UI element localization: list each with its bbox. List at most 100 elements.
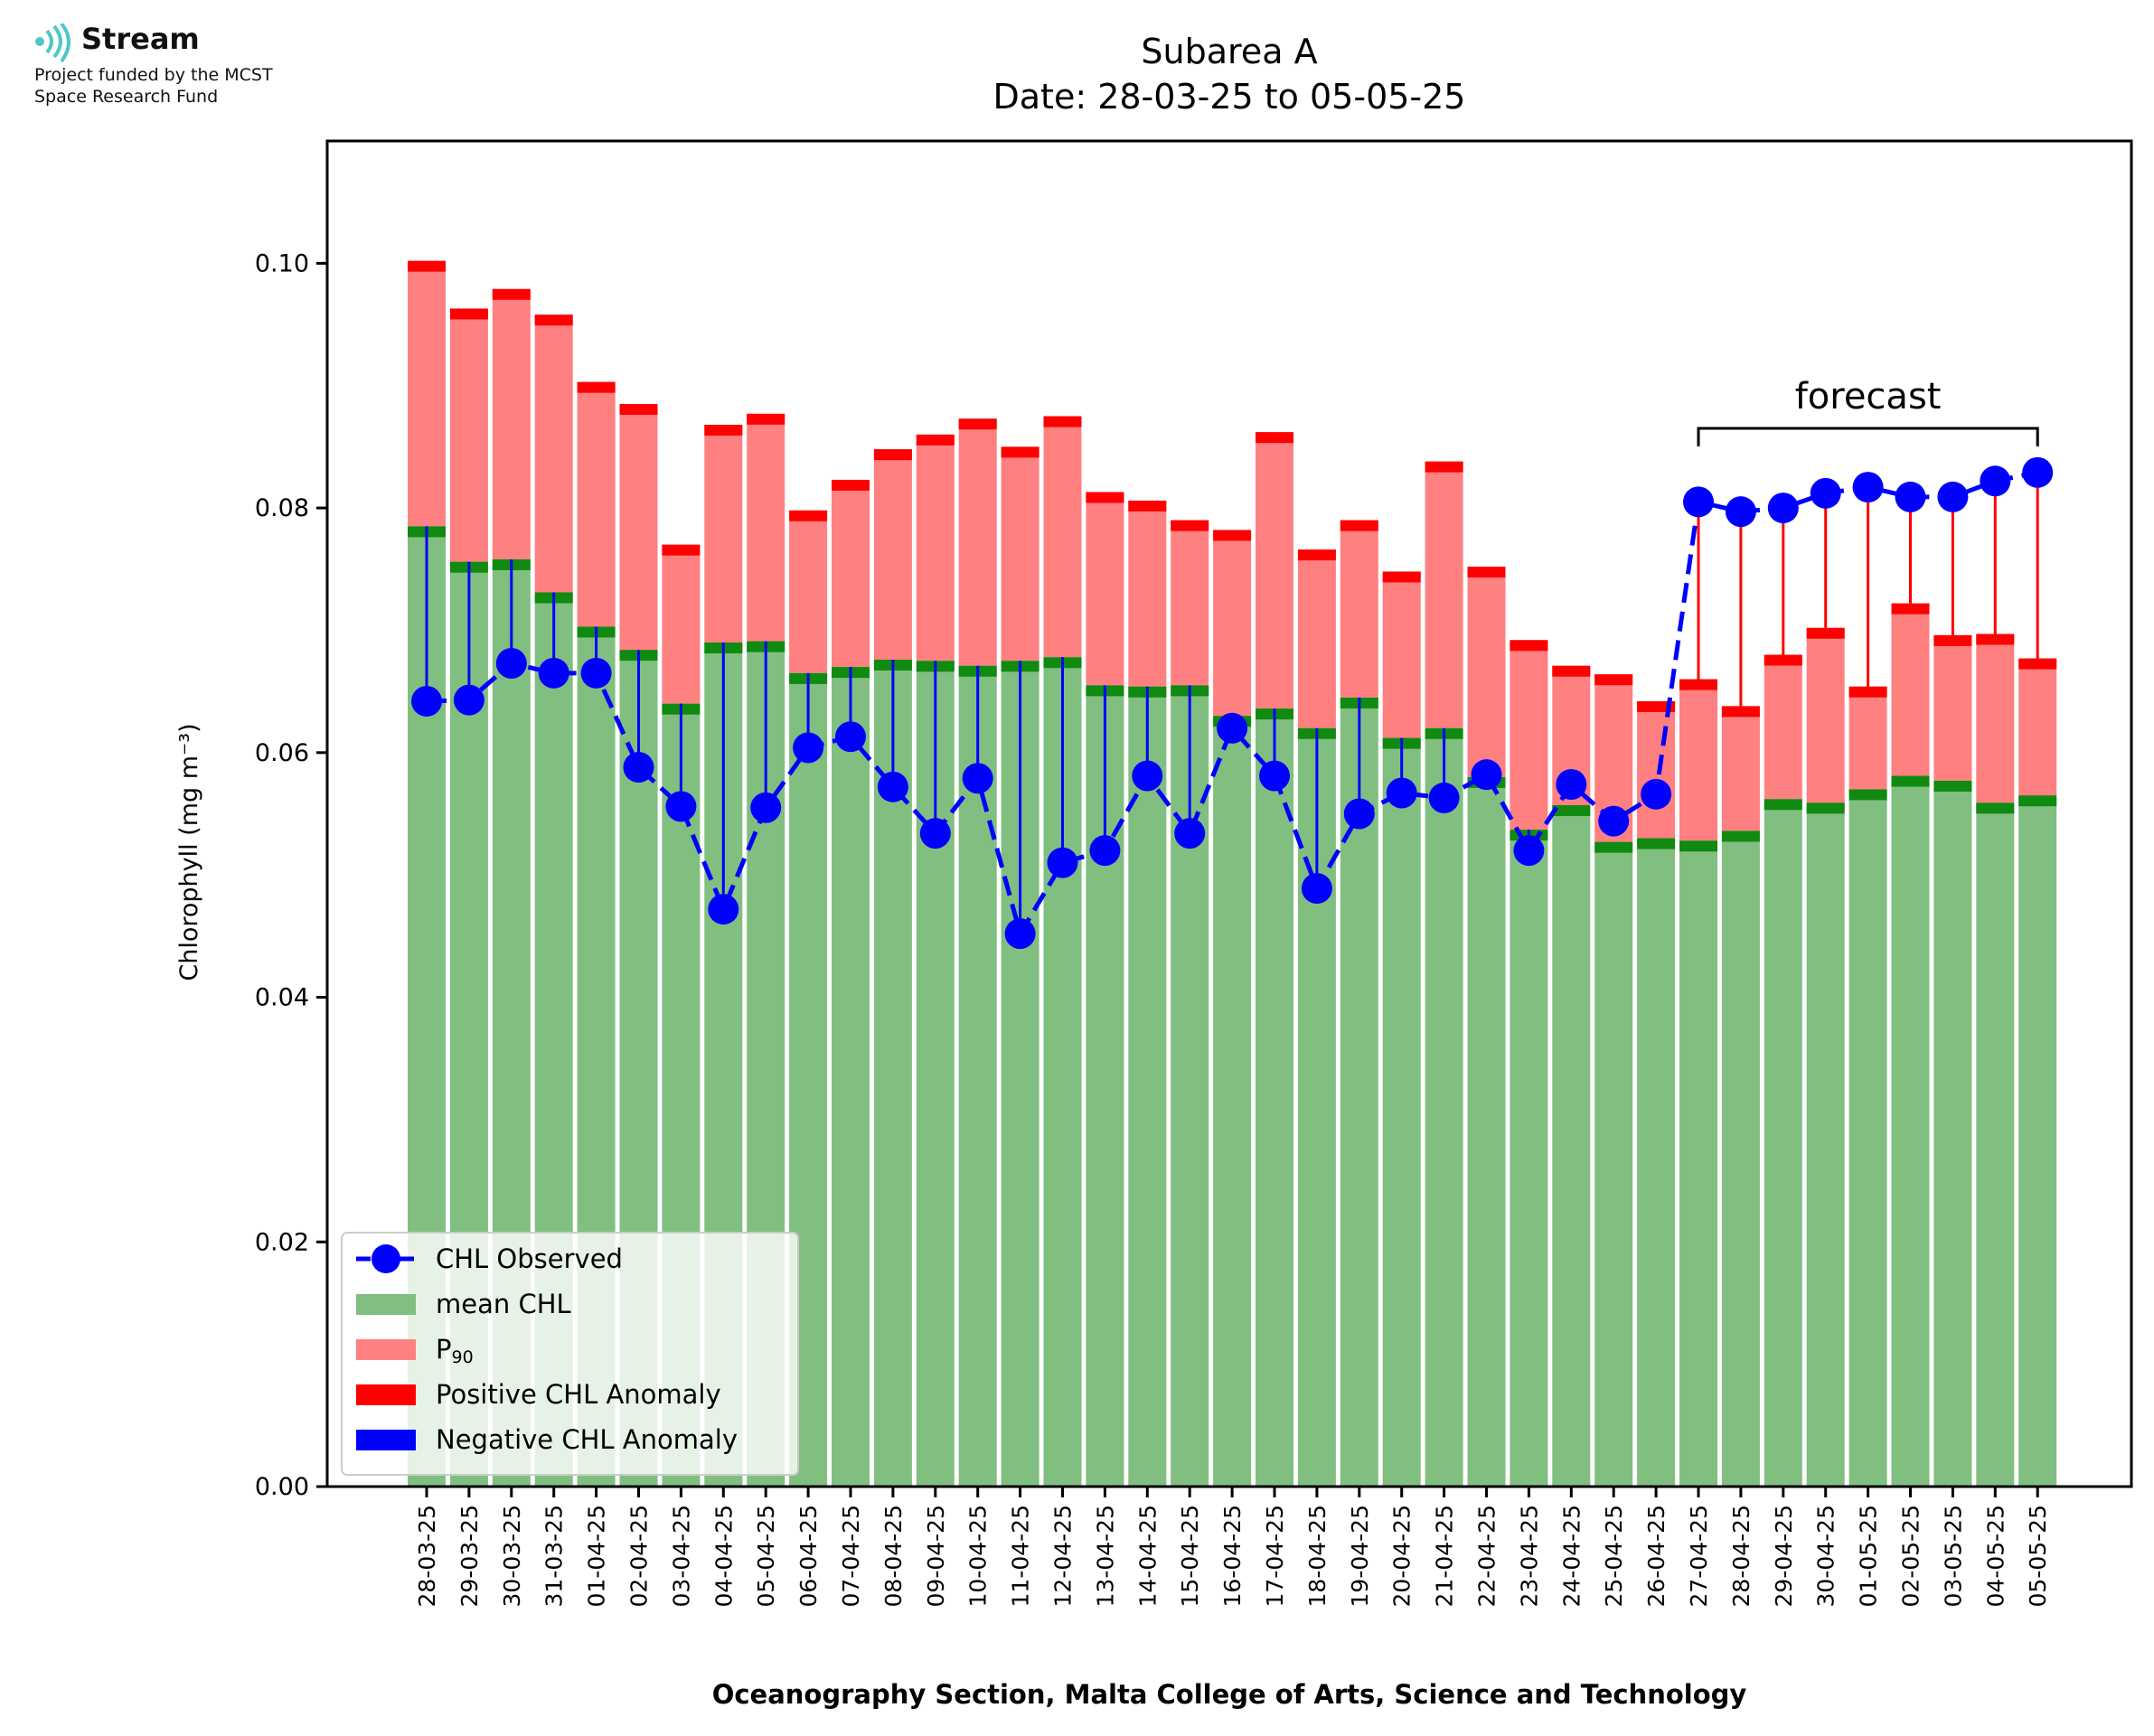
observed-point — [919, 818, 951, 849]
observed-series-layer — [411, 456, 2054, 950]
observed-point — [793, 732, 824, 764]
p90-cap — [1891, 603, 1930, 615]
p90-bar — [1256, 432, 1293, 709]
observed-point — [962, 763, 993, 794]
mean-bar — [1594, 841, 1633, 1487]
mean-cap — [1976, 802, 2015, 814]
mean-cap — [1679, 840, 1717, 852]
p90-cap — [1933, 634, 1972, 646]
legend-swatch-positive_anomaly — [356, 1384, 416, 1405]
observed-point — [1683, 486, 1714, 518]
legend: CHL Observed mean CHL P90 Positive CHL Anom… — [341, 1232, 799, 1476]
p90-bar — [492, 288, 531, 559]
p90-cap — [1128, 500, 1167, 511]
observed-point — [835, 721, 866, 753]
mean-bar — [1467, 776, 1506, 1487]
observed-point — [1174, 818, 1206, 849]
y-tick-label: 0.06 — [255, 739, 309, 767]
y-tick-label: 0.10 — [255, 249, 309, 277]
observed-point — [1471, 759, 1502, 791]
x-tick-label: 17-04-25 — [1262, 1505, 1288, 1607]
p90-bar — [958, 418, 997, 666]
p90-bar — [408, 260, 446, 527]
p90-bar — [832, 479, 870, 668]
legend-label-p90: P90 — [436, 1334, 474, 1367]
x-tick-label: 19-04-25 — [1347, 1505, 1373, 1607]
p90-cap — [747, 413, 785, 425]
y-tick-label: 0.00 — [255, 1473, 309, 1501]
x-tick-label: 04-05-25 — [1982, 1505, 2008, 1607]
mean-bar — [1637, 838, 1676, 1487]
observed-point — [623, 752, 654, 784]
p90-cap — [1171, 520, 1209, 531]
p90-cap — [1848, 686, 1887, 698]
x-tick-label: 26-04-25 — [1643, 1505, 1670, 1607]
observed-point — [1259, 760, 1290, 792]
p90-cap — [1806, 627, 1845, 639]
chart-title: Subarea A — [1141, 32, 1317, 71]
observed-point — [580, 657, 612, 689]
forecast-bracket: forecast — [1697, 376, 2039, 446]
legend-swatch-observed-point — [372, 1244, 400, 1273]
legend-label-text: Negative CHL Anomaly — [436, 1424, 738, 1455]
observed-point — [1004, 918, 1036, 950]
mean-bar — [1382, 737, 1421, 1487]
p90-cap — [832, 479, 870, 491]
x-tick-label: 05-05-25 — [2025, 1505, 2051, 1607]
mean-bar — [1425, 727, 1463, 1487]
observed-point — [1301, 873, 1332, 905]
legend-swatch-p90 — [356, 1339, 416, 1360]
p90-cap — [1552, 665, 1591, 677]
p90-bar — [1510, 640, 1548, 830]
x-tick-label: 28-04-25 — [1728, 1505, 1754, 1607]
observed-point — [453, 684, 484, 716]
observed-point — [1386, 777, 1417, 809]
x-tick-label: 14-04-25 — [1134, 1505, 1161, 1607]
p90-cap — [449, 308, 488, 320]
x-tick-label: 01-04-25 — [584, 1505, 610, 1607]
x-tick-label: 08-04-25 — [880, 1505, 907, 1607]
y-tick-label: 0.02 — [255, 1228, 309, 1256]
mean-cap — [1891, 775, 1930, 787]
observed-point — [1132, 760, 1163, 792]
legend-label-mean: mean CHL — [436, 1289, 571, 1319]
p90-cap — [958, 418, 997, 430]
x-tick-label: 02-04-25 — [626, 1505, 653, 1607]
y-axis: 0.00 0.02 0.04 0.06 0.08 0.10 — [255, 249, 327, 1501]
mean-cap — [1848, 789, 1887, 801]
p90-cap — [619, 404, 658, 416]
legend-label-text: CHL Observed — [436, 1243, 623, 1274]
mean-bar — [1806, 802, 1845, 1487]
logo-funding-line-2: Space Research Fund — [34, 87, 219, 107]
observed-point — [1513, 835, 1545, 867]
p90-bar — [1171, 520, 1209, 686]
p90-bar — [1425, 461, 1463, 728]
mean-cap — [1552, 805, 1591, 817]
x-tick-label: 23-04-25 — [1516, 1505, 1542, 1607]
observed-point — [1641, 778, 1672, 810]
p90-cap — [408, 260, 446, 272]
p90-bar — [1213, 530, 1252, 717]
p90-cap — [1976, 633, 2015, 645]
p90-bar — [789, 510, 828, 673]
observed-point — [1767, 493, 1799, 524]
p90-cap — [1721, 706, 1760, 718]
mean-bar — [1976, 802, 2015, 1487]
mean-bar — [1213, 716, 1252, 1487]
p90-bar — [916, 434, 955, 662]
p90-bar — [619, 404, 658, 651]
observed-point — [1852, 472, 1884, 503]
x-tick-label: 01-05-25 — [1856, 1505, 1882, 1607]
mean-bar — [1848, 789, 1887, 1487]
x-tick-label: 20-04-25 — [1389, 1505, 1416, 1607]
legend-label-positive_anomaly: Positive CHL Anomaly — [436, 1379, 721, 1410]
x-tick-label: 22-04-25 — [1474, 1505, 1500, 1607]
x-tick-label: 06-04-25 — [795, 1505, 822, 1607]
p90-cap — [2018, 658, 2057, 670]
p90-cap — [916, 434, 955, 446]
observed-point — [1810, 477, 1841, 509]
p90-cap — [873, 449, 912, 461]
p90-bar — [1764, 654, 1802, 800]
p90-bar — [1340, 520, 1378, 698]
